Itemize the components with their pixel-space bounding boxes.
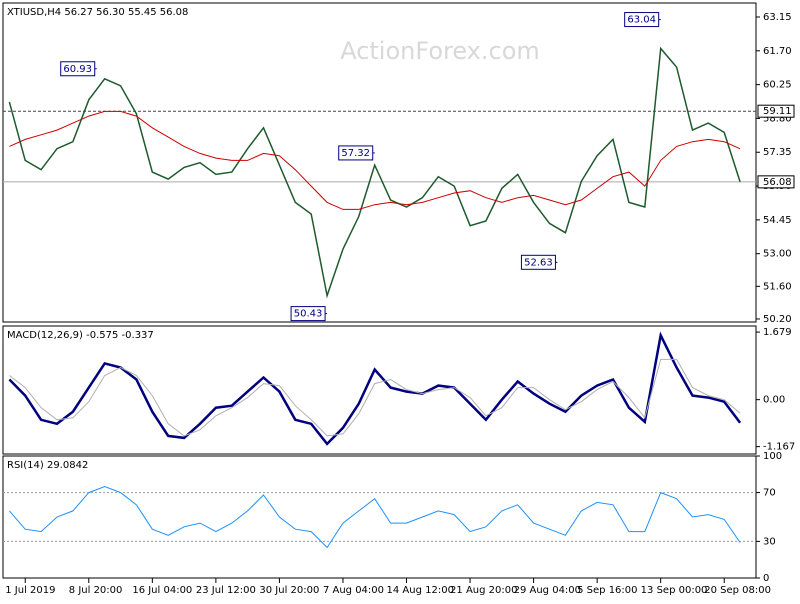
y-tick-label: 61.70	[763, 46, 792, 57]
panel-frame	[2, 2, 757, 323]
panel-title: XTIUSD,H4 56.27 56.30 55.45 56.08	[7, 7, 188, 18]
y-tick-label: 0.00	[763, 395, 785, 406]
x-tick-label: 5 Sep 16:00	[577, 585, 637, 596]
annotation-box	[520, 254, 556, 270]
y-tick-label: 100	[763, 451, 782, 462]
y-tick-label: 70	[763, 488, 776, 499]
x-tick-label: 21 Aug 20:00	[450, 585, 517, 596]
panel-frame	[2, 455, 757, 579]
x-tick-label: 20 Sep 08:00	[704, 585, 771, 596]
y-tick-label: 0	[763, 573, 769, 584]
line-series	[9, 110, 741, 210]
x-tick-label: 14 Aug 12:00	[387, 585, 454, 596]
panel-title: MACD(12,26,9) -0.575 -0.337	[7, 330, 154, 341]
y-tick-label: 30	[763, 536, 776, 547]
x-tick-label: 16 Jul 04:00	[132, 585, 192, 596]
level-box	[757, 104, 795, 118]
line-series	[8, 331, 742, 446]
annotation-box	[290, 306, 326, 322]
y-tick-label: -1.167	[763, 442, 795, 453]
watermark: ActionForex.com	[340, 37, 540, 65]
y-tick-label: 1.679	[763, 327, 792, 338]
level-label: 56.08	[763, 177, 792, 188]
y-tick-label: 53.00	[763, 249, 792, 260]
x-tick-label: 13 Sep 00:00	[641, 585, 708, 596]
annotation-label: 50.43	[294, 309, 323, 320]
x-tick-label: 23 Jul 12:00	[196, 585, 256, 596]
annotation-box	[60, 61, 96, 77]
panel-title: RSI(14) 29.0842	[7, 460, 88, 471]
y-tick-label: 54.45	[763, 215, 792, 226]
line-series	[8, 46, 741, 299]
x-tick-label: 30 Jul 20:00	[259, 585, 319, 596]
panel-frame	[2, 325, 757, 455]
y-tick-label: 57.35	[763, 147, 792, 158]
annotation-label: 57.32	[341, 148, 370, 159]
line-series	[9, 358, 741, 437]
x-tick-label: 7 Aug 04:00	[323, 585, 384, 596]
annotation-label: 52.63	[524, 257, 553, 268]
x-tick-label: 8 Jul 20:00	[69, 585, 123, 596]
annotation-label: 63.04	[627, 15, 656, 26]
y-tick-label: 63.15	[763, 12, 792, 23]
y-tick-label: 51.60	[763, 281, 792, 292]
y-tick-label: 60.25	[763, 80, 792, 91]
annotation-box	[624, 12, 660, 28]
annotation-box	[338, 145, 374, 161]
level-label: 59.11	[763, 106, 792, 117]
x-tick-label: 29 Aug 04:00	[514, 585, 581, 596]
line-series	[9, 485, 741, 549]
y-tick-label: 58.80	[763, 113, 792, 124]
level-box	[757, 175, 795, 189]
y-tick-label: 50.20	[763, 314, 792, 325]
annotation-label: 60.93	[63, 64, 92, 75]
x-tick-label: 1 Jul 2019	[5, 585, 55, 596]
